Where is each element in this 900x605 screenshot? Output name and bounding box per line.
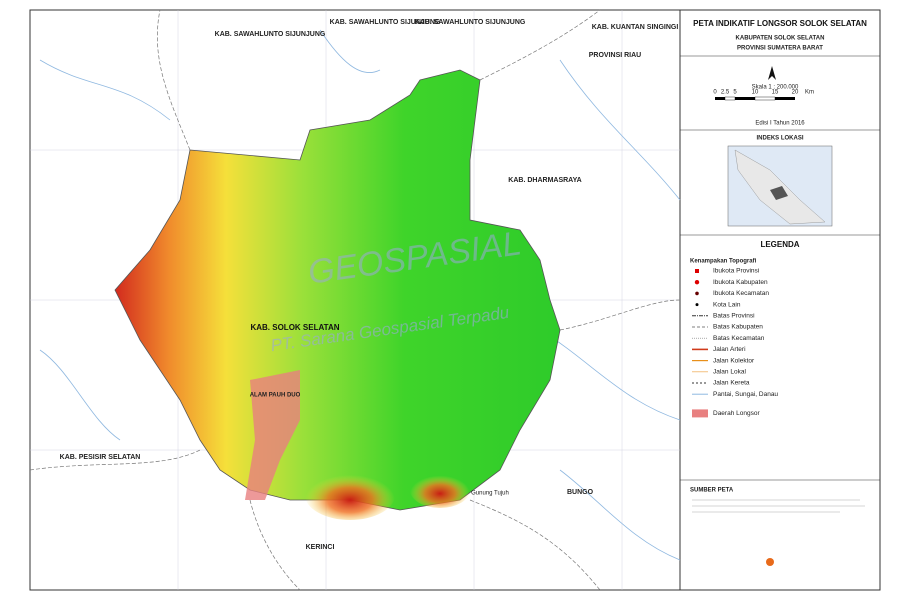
side-panel	[679, 9, 881, 591]
legend-label: Jalan Lokal	[713, 369, 746, 376]
legend-label: Batas Kecamatan	[713, 335, 765, 342]
district-relief	[114, 69, 561, 511]
scale-text: Skala 1 : 200.000	[752, 85, 799, 91]
boundaries	[29, 9, 681, 591]
region-label: KAB. SAWAHLUNTO SIJUNJUNG	[330, 19, 441, 26]
region-label: KAB. KUANTAN SINGINGI	[592, 24, 679, 31]
legend-label: Kota Lain	[713, 301, 741, 308]
region-label: KAB. SAWAHLUNTO SIJUNJUNG	[415, 19, 526, 26]
scale-label: 10	[752, 90, 759, 96]
region-label: PROVINSI RIAU	[589, 52, 642, 59]
legend-label: Jalan Kolektor	[713, 357, 755, 364]
landslide-zone	[245, 370, 300, 500]
publisher-logo	[766, 558, 774, 566]
legend-label: Jalan Kereta	[713, 380, 750, 387]
legend-symbol	[695, 303, 699, 307]
index-title: INDEKS LOKASI	[756, 136, 803, 142]
map-province: PROVINSI SUMATERA BARAT	[737, 46, 823, 52]
index-location	[770, 186, 788, 200]
north-arrow	[768, 66, 776, 80]
rivers	[39, 29, 681, 561]
legend-label: Ibukota Provinsi	[713, 268, 759, 275]
legend-symbol	[695, 269, 699, 273]
legend-label: Daerah Longsor	[713, 410, 760, 417]
region-label: KAB. SOLOK SELATAN	[250, 323, 339, 332]
legend-label: Batas Provinsi	[713, 313, 755, 320]
scale-label: 5	[733, 90, 737, 96]
region-label: BUNGO	[567, 489, 594, 496]
legend-symbol	[692, 409, 708, 418]
scale-label: 15	[772, 90, 779, 96]
legend-symbol	[694, 280, 700, 285]
legend-label: Pantai, Sungai, Danau	[713, 391, 778, 398]
source-notes	[692, 499, 865, 513]
legend-label: Ibukota Kabupaten	[713, 279, 768, 286]
zone-label: ALAM PAUH DUO	[250, 393, 301, 399]
scale-label: 2.5	[721, 90, 730, 96]
region-label: KERINCI	[306, 544, 335, 551]
legend-label: Ibukota Kecamatan	[713, 290, 769, 297]
region-label: KAB. SAWAHLUNTO SIJUNJUNG	[215, 31, 326, 38]
scale-label: 0	[713, 90, 717, 96]
map-subtitle: KABUPATEN SOLOK SELATAN	[736, 36, 825, 42]
peak-relief	[305, 470, 395, 520]
scale-label: 20	[792, 90, 799, 96]
map-title: PETA INDIKATIF LONGSOR SOLOK SELATAN	[693, 19, 867, 28]
scale-unit: Km	[805, 90, 814, 96]
scale-bar	[715, 96, 795, 101]
edition: Edisi I Tahun 2016	[755, 121, 805, 127]
source-title: SUMBER PETA	[690, 488, 734, 494]
peak-relief	[410, 472, 470, 508]
region-label: KAB. PESISIR SELATAN	[60, 454, 141, 461]
legend-title: LEGENDA	[760, 240, 799, 249]
legend-label: Jalan Arteri	[713, 346, 746, 353]
legend-label: Batas Kabupaten	[713, 324, 763, 331]
legend-group: Kenampakan Topografi	[690, 259, 757, 265]
legend-symbol	[695, 291, 699, 296]
place-label: Gunung Tujuh	[471, 491, 509, 497]
region-label: KAB. DHARMASRAYA	[508, 177, 581, 184]
